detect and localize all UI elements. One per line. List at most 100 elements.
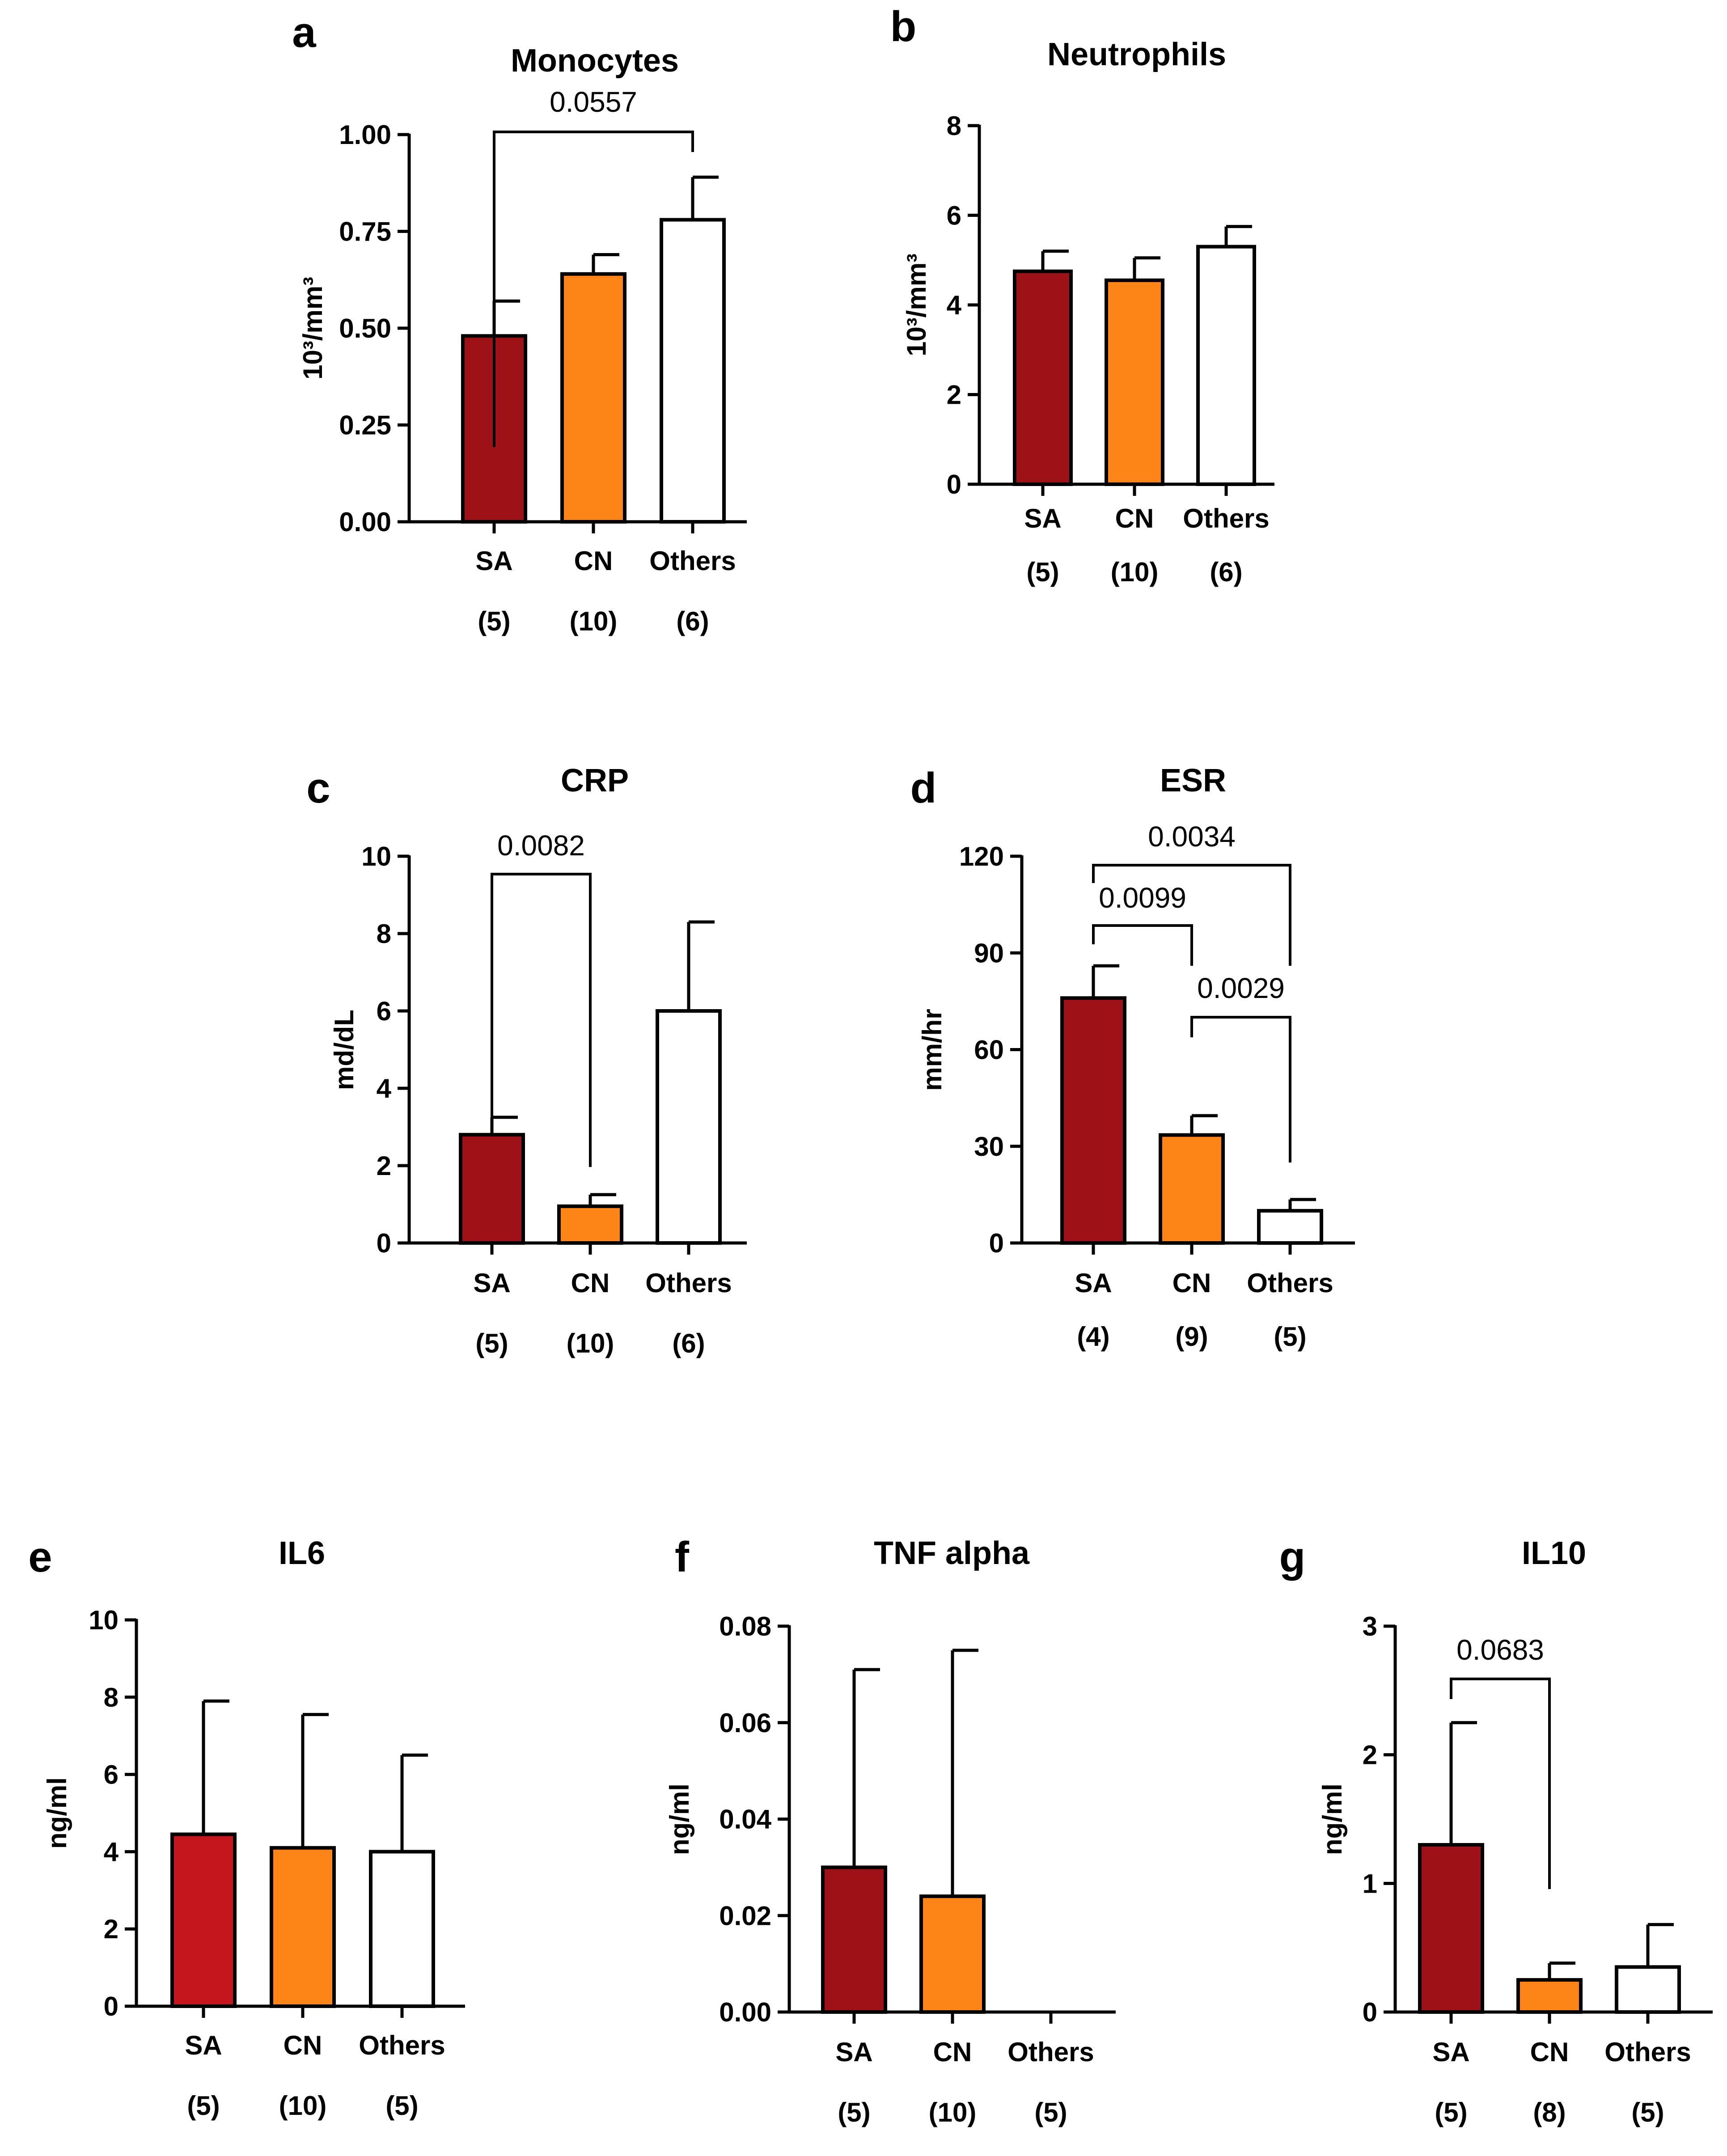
category-label: Others <box>1247 1268 1333 1298</box>
category-label: CN <box>571 1268 610 1298</box>
bar-sa <box>170 1832 237 2008</box>
y-tick-label: 4 <box>377 1074 392 1103</box>
n-label: (5) <box>1274 1322 1306 1352</box>
y-axis-label: 10³/mm³ <box>298 277 328 380</box>
y-tick-label: 0.25 <box>339 410 391 440</box>
category-label: SA <box>1432 2037 1469 2067</box>
y-tick-label: 0.04 <box>719 1805 771 1835</box>
y-axis-label: md/dL <box>329 1010 359 1090</box>
bar-others <box>660 218 726 524</box>
n-label: (6) <box>672 1328 705 1358</box>
panel-letter: c <box>306 764 330 812</box>
panel-letter: e <box>28 1533 52 1581</box>
panel-g: g IL10 ng/ml 0 1 2 3 SA (5) CN (8) Others (5) 0.0683 <box>1279 1533 1713 2127</box>
y-tick-label: 8 <box>104 1683 119 1712</box>
n-label: (6) <box>1210 557 1242 587</box>
y-tick-label: 1.00 <box>339 120 391 150</box>
y-tick-label: 0 <box>947 469 961 499</box>
panel-e: e IL6 ng/ml 0 2 4 6 8 10 SA (5) CN (10) Others (5) <box>28 1533 465 2121</box>
bar-sa <box>1060 996 1126 1245</box>
bar-sa <box>1418 1843 1484 2014</box>
n-label: (9) <box>1175 1322 1208 1352</box>
category-label: SA <box>475 546 512 576</box>
panel-letter: a <box>292 8 316 56</box>
n-label: (5) <box>1034 2097 1067 2127</box>
panel-f: f TNF alpha ng/ml 0.00 0.02 0.04 0.06 0.08 SA (5)… <box>665 1533 1116 2127</box>
bar-cn <box>557 1204 623 1245</box>
bar-cn <box>1516 1978 1583 2014</box>
bar-sa <box>459 1133 525 1245</box>
category-label: SA <box>1024 503 1061 533</box>
y-tick-label: 0.08 <box>719 1611 771 1641</box>
y-tick-label: 6 <box>104 1760 119 1790</box>
y-tick-label: 0 <box>989 1228 1004 1258</box>
chart-title: Monocytes <box>511 43 679 79</box>
n-label: (10) <box>929 2097 977 2127</box>
category-label: Others <box>1007 2037 1094 2067</box>
category-label: SA <box>835 2037 872 2067</box>
panel-a: a Monocytes 10³/mm³ 0.00 0.25 0.50 0.75 1.00 SA (… <box>292 8 747 636</box>
bar-cn <box>1105 278 1164 486</box>
y-tick-label: 0 <box>104 1991 119 2021</box>
chart-title: ESR <box>1160 763 1226 799</box>
n-label: (5) <box>1631 2097 1664 2127</box>
n-label: (5) <box>478 606 510 636</box>
y-tick-label: 90 <box>974 938 1004 968</box>
p-value-label: 0.0029 <box>1197 972 1285 1004</box>
bar-others <box>1257 1209 1323 1245</box>
y-tick-label: 0 <box>1363 1997 1377 2027</box>
bar-cn <box>270 1846 336 2008</box>
bar-others <box>656 1009 722 1245</box>
significance-bracket <box>1190 1016 1291 1163</box>
y-tick-label: 0 <box>377 1228 391 1258</box>
category-label: CN <box>1530 2037 1569 2067</box>
category-label: Others <box>645 1268 732 1298</box>
category-label: Others <box>649 546 736 576</box>
y-axis-label: mm/hr <box>917 1009 947 1091</box>
bar-cn <box>919 1894 986 2014</box>
y-tick-label: 4 <box>947 290 962 320</box>
n-label: (5) <box>838 2097 870 2127</box>
n-label: (6) <box>676 606 709 636</box>
y-tick-label: 0.00 <box>339 507 391 537</box>
bar-sa <box>1013 269 1073 486</box>
panel-c: c CRP md/dL 0 2 4 6 8 10 SA (5) CN (10) Others (6) 0.00… <box>306 763 747 1358</box>
category-label: CN <box>1172 1268 1211 1298</box>
y-tick-label: 0.75 <box>339 217 391 247</box>
p-value-label: 0.0082 <box>497 829 585 862</box>
n-label: (5) <box>475 1328 508 1358</box>
bar-sa <box>821 1865 887 2014</box>
y-tick-label: 60 <box>974 1035 1004 1065</box>
chart-title: Neutrophils <box>1047 37 1226 72</box>
p-value-label: 0.0557 <box>550 86 637 118</box>
chart-title: IL6 <box>279 1535 325 1571</box>
category-label: SA <box>1075 1268 1112 1298</box>
y-tick-label: 2 <box>377 1151 391 1181</box>
significance-bracket <box>491 873 592 1167</box>
panel-letter: f <box>675 1533 690 1581</box>
bar-others <box>1615 1965 1681 2014</box>
significance-bracket <box>1092 924 1193 966</box>
y-axis-label: ng/ml <box>665 1784 694 1855</box>
category-label: Others <box>1604 2037 1691 2067</box>
category-label: CN <box>574 546 613 576</box>
y-tick-label: 0.06 <box>719 1708 771 1738</box>
y-tick-label: 0.00 <box>719 1997 771 2027</box>
panel-letter: g <box>1279 1533 1306 1581</box>
y-tick-label: 2 <box>1363 1740 1377 1770</box>
y-tick-label: 30 <box>974 1132 1004 1162</box>
y-tick-label: 0.02 <box>719 1901 771 1931</box>
chart-title: IL10 <box>1522 1535 1586 1571</box>
n-label: (5) <box>385 2091 418 2121</box>
y-tick-label: 10 <box>361 841 391 871</box>
y-tick-label: 1 <box>1363 1869 1377 1898</box>
panel-letter: d <box>910 764 937 812</box>
panel-d: d ESR mm/hr 0 30 60 90 120 SA (4) CN (9) Others (5) 0.… <box>910 763 1355 1352</box>
significance-bracket <box>493 131 694 447</box>
y-tick-label: 120 <box>959 841 1004 871</box>
n-label: (5) <box>1026 557 1059 587</box>
y-axis-label: 10³/mm³ <box>902 254 931 356</box>
n-label: (10) <box>567 1328 614 1358</box>
category-label: SA <box>185 2030 222 2060</box>
significance-bracket <box>1450 1678 1551 1889</box>
